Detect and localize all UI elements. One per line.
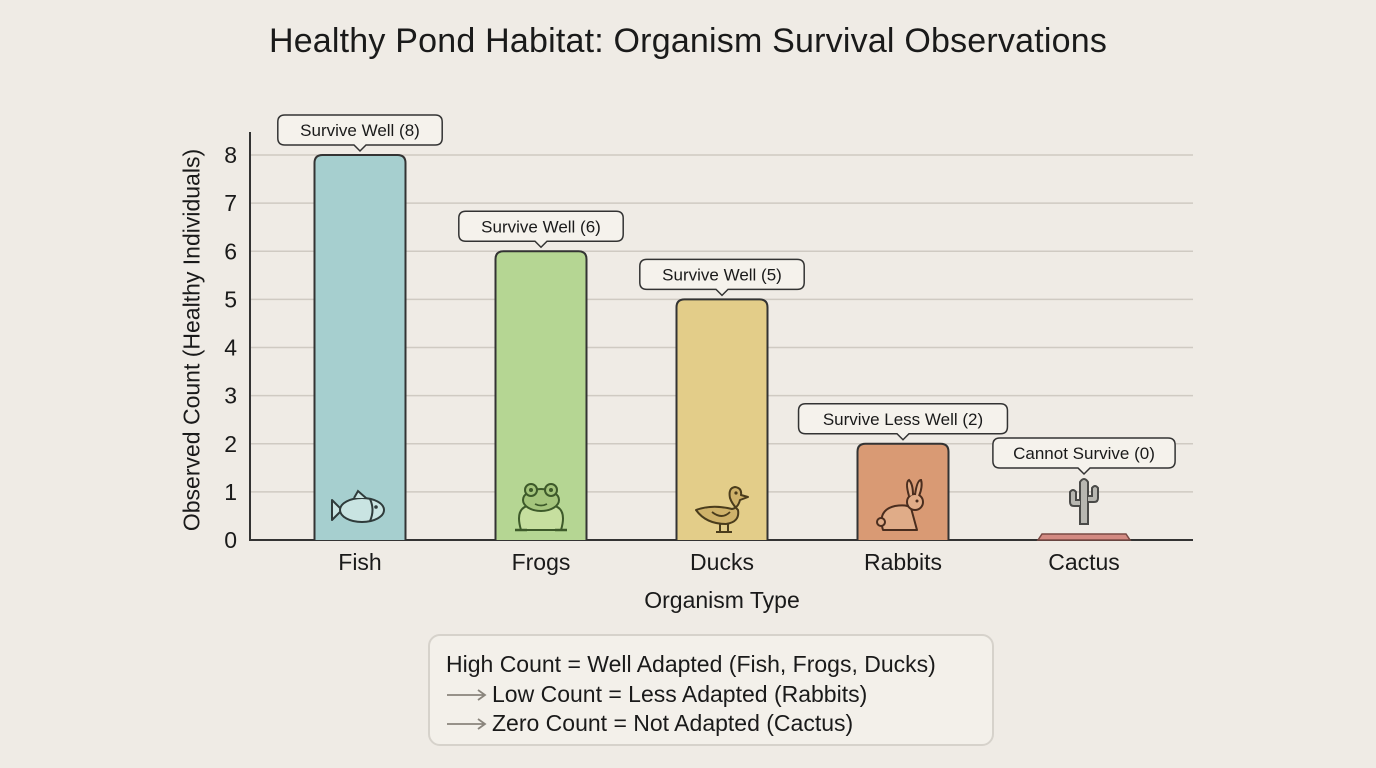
- y-tick-label: 7: [224, 190, 237, 216]
- annotation-callout: [639, 258, 805, 297]
- rabbit-icon: [876, 478, 924, 531]
- frog-icon: [515, 483, 567, 532]
- arrow-right-icon: [446, 680, 492, 710]
- x-tick-label: Fish: [338, 549, 381, 575]
- bar-rabbits: Survive Less Well (2): [797, 403, 1009, 540]
- y-tick-label: 2: [224, 431, 237, 457]
- bar-cactus: Cannot Survive (0): [992, 437, 1176, 541]
- y-tick-label: 0: [224, 527, 237, 553]
- x-tick-label: Rabbits: [864, 549, 942, 575]
- bar-frogs: Survive Well (6): [458, 210, 624, 540]
- x-tick-label: Frogs: [512, 549, 571, 575]
- fish-icon: [331, 489, 385, 523]
- bar-rect: [675, 298, 769, 540]
- y-tick-label: 6: [224, 238, 237, 264]
- legend-item: Low Count = Less Adapted (Rabbits): [446, 680, 992, 710]
- y-tick-label: 3: [224, 383, 237, 409]
- annotation-text: Survive Well (6): [481, 217, 601, 236]
- annotation-text: Survive Less Well (2): [823, 410, 983, 429]
- bar-fish: Survive Well (8): [277, 114, 443, 540]
- x-tick-label: Ducks: [690, 549, 754, 575]
- bar-rect: [494, 250, 588, 540]
- y-tick-label: 1: [224, 479, 237, 505]
- annotation-callout: [992, 437, 1176, 476]
- legend-text: Low Count = Less Adapted (Rabbits): [492, 680, 868, 707]
- bar-rect: [856, 442, 950, 540]
- annotation-callout: [797, 403, 1009, 441]
- duck-icon: [695, 486, 749, 533]
- annotation-callout: [458, 210, 624, 249]
- annotation-text: Survive Well (5): [662, 265, 782, 284]
- legend-box: High Count = Well Adapted (Fish, Frogs, …: [428, 634, 994, 746]
- legend-item: Zero Count = Not Adapted (Cactus): [446, 709, 992, 739]
- chart-title: Healthy Pond Habitat: Organism Survival …: [268, 22, 1108, 60]
- bar-rect: [1036, 533, 1132, 541]
- legend-item: High Count = Well Adapted (Fish, Frogs, …: [446, 650, 992, 680]
- y-tick-label: 4: [224, 335, 237, 361]
- annotation-text: Cannot Survive (0): [1013, 444, 1155, 463]
- bar-ducks: Survive Well (5): [639, 258, 805, 540]
- annotation-text: Survive Well (8): [300, 121, 420, 140]
- cactus-icon: [1069, 478, 1099, 525]
- bar-rect: [313, 154, 407, 540]
- x-tick-label: Cactus: [1048, 549, 1120, 575]
- legend-text: High Count = Well Adapted (Fish, Frogs, …: [446, 651, 936, 677]
- arrow-right-icon: [446, 709, 492, 739]
- y-tick-label: 8: [224, 142, 237, 168]
- annotation-callout: [277, 114, 443, 153]
- y-tick-label: 5: [224, 286, 237, 312]
- x-axis-label: Organism Type: [644, 587, 800, 613]
- legend-text: Zero Count = Not Adapted (Cactus): [492, 710, 854, 736]
